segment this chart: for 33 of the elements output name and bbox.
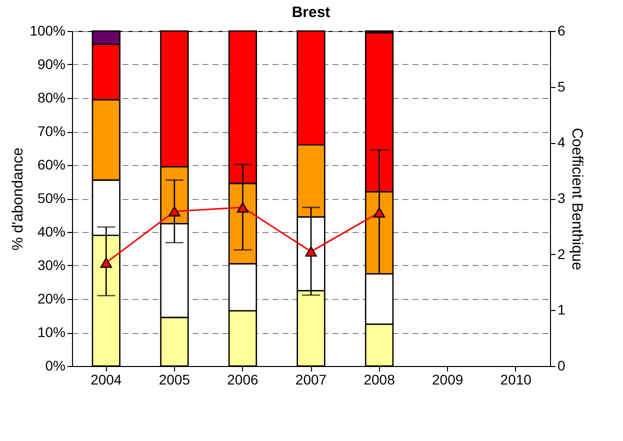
y2-tick-label: 0 (558, 358, 566, 374)
x-tick-label: 2005 (158, 372, 190, 388)
y2-axis-title: Coefficient Benthique (568, 128, 586, 270)
y-tick-label: 100% (30, 22, 66, 38)
point (373, 207, 386, 218)
y-tick-label: 50% (37, 190, 66, 206)
point (168, 206, 180, 216)
y-tick-label: 30% (37, 257, 66, 273)
y-tick-label: 90% (37, 56, 66, 72)
y-tick-label: 70% (37, 123, 66, 139)
x-tick-label: 2004 (90, 372, 122, 388)
x-tick-label: 2009 (432, 372, 464, 388)
y-tick-label: 80% (37, 90, 66, 106)
y-tick-label: 0% (45, 358, 66, 374)
y2-tick-label: 3 (558, 190, 566, 206)
y2-tick-label: 2 (558, 246, 566, 262)
y-tick-label: 10% (37, 324, 66, 340)
y-tick-label: 60% (37, 156, 66, 172)
y-axis-title: % d'abondance (10, 148, 27, 250)
y-tick-label: 20% (37, 290, 66, 306)
point (236, 202, 249, 213)
x-tick-label: 2007 (295, 372, 327, 388)
x-tick-label: 2010 (500, 372, 532, 388)
point (305, 246, 317, 257)
chart-title: Brest (292, 4, 330, 21)
y-tick-label: 40% (37, 224, 66, 240)
x-tick-label: 2006 (227, 372, 258, 388)
y2-tick-label: 5 (558, 78, 566, 94)
y2-tick-label: 6 (558, 22, 566, 38)
y2-tick-label: 1 (558, 302, 566, 318)
x-tick-label: 2008 (364, 372, 396, 388)
y2-tick-label: 4 (558, 134, 566, 150)
point (100, 258, 112, 268)
